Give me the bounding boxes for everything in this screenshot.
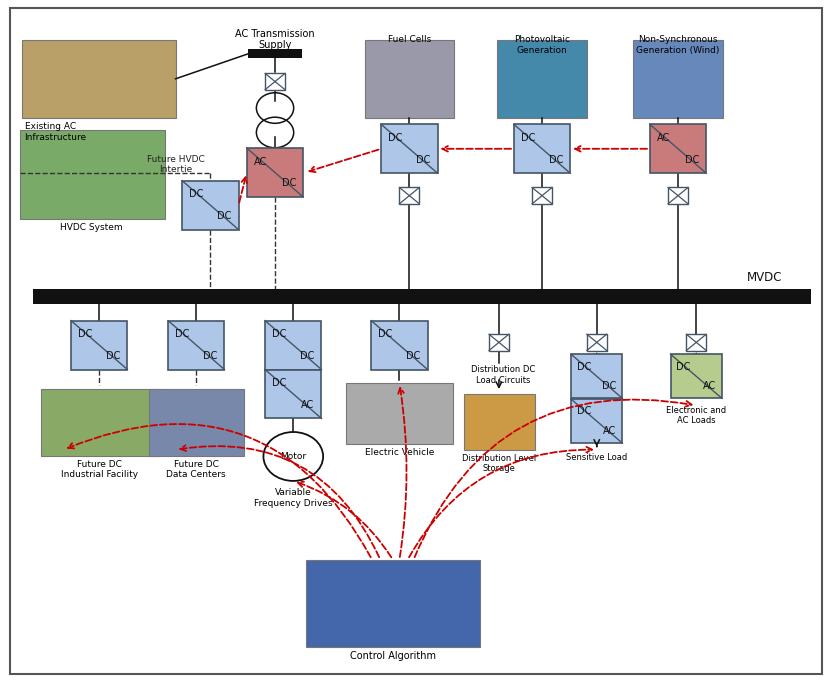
Text: DC: DC — [300, 351, 314, 361]
Text: Variable
Frequency Drives: Variable Frequency Drives — [254, 488, 333, 508]
Text: Motor: Motor — [280, 452, 306, 461]
Text: Non-Synchronous
Generation (Wind): Non-Synchronous Generation (Wind) — [636, 35, 720, 55]
Text: MVDC: MVDC — [747, 271, 783, 284]
Text: HVDC System: HVDC System — [60, 224, 122, 233]
Text: DC: DC — [272, 329, 286, 340]
FancyBboxPatch shape — [265, 321, 321, 370]
FancyBboxPatch shape — [671, 354, 722, 398]
FancyBboxPatch shape — [633, 40, 723, 118]
Text: Future HVDC
Intertie: Future HVDC Intertie — [146, 155, 205, 174]
FancyBboxPatch shape — [571, 354, 622, 398]
FancyBboxPatch shape — [381, 124, 438, 173]
FancyBboxPatch shape — [587, 334, 607, 351]
Text: DC: DC — [175, 329, 190, 340]
FancyBboxPatch shape — [265, 74, 285, 90]
FancyBboxPatch shape — [489, 334, 509, 351]
Text: DC: DC — [217, 211, 231, 221]
Text: Future DC
Data Centers: Future DC Data Centers — [166, 460, 226, 479]
FancyBboxPatch shape — [498, 40, 587, 118]
FancyBboxPatch shape — [182, 181, 239, 230]
Text: DC: DC — [189, 190, 204, 199]
FancyBboxPatch shape — [265, 370, 321, 419]
FancyBboxPatch shape — [345, 383, 453, 444]
Text: DC: DC — [203, 351, 217, 361]
Text: Distribution DC
Load Circuits: Distribution DC Load Circuits — [471, 366, 535, 385]
FancyBboxPatch shape — [686, 334, 706, 351]
Text: AC: AC — [702, 381, 716, 391]
Text: Photovoltaic
Generation: Photovoltaic Generation — [514, 35, 570, 55]
Text: Existing AC
Infrastructure: Existing AC Infrastructure — [25, 122, 87, 142]
FancyBboxPatch shape — [33, 289, 810, 304]
FancyBboxPatch shape — [249, 49, 301, 59]
Text: AC: AC — [603, 426, 617, 436]
FancyBboxPatch shape — [22, 40, 176, 118]
FancyBboxPatch shape — [532, 188, 552, 204]
Text: DC: DC — [577, 406, 591, 417]
Text: DC: DC — [577, 361, 591, 372]
Text: Sensitive Load: Sensitive Load — [566, 453, 627, 462]
FancyBboxPatch shape — [305, 560, 480, 647]
Text: Electric Vehicle: Electric Vehicle — [364, 448, 434, 458]
Text: DC: DC — [282, 178, 296, 188]
Text: DC: DC — [521, 133, 535, 143]
FancyBboxPatch shape — [71, 321, 127, 370]
Text: Control Algorithm: Control Algorithm — [349, 651, 436, 661]
Text: AC Transmission
Supply: AC Transmission Supply — [235, 29, 314, 50]
FancyBboxPatch shape — [514, 124, 570, 173]
Text: AC: AC — [300, 400, 314, 410]
FancyBboxPatch shape — [20, 130, 165, 219]
FancyBboxPatch shape — [571, 399, 622, 443]
Text: AC: AC — [255, 157, 268, 167]
Text: DC: DC — [106, 351, 121, 361]
FancyBboxPatch shape — [371, 321, 428, 370]
FancyBboxPatch shape — [149, 389, 245, 456]
Text: Distribution Level
Storage: Distribution Level Storage — [462, 454, 536, 473]
Text: DC: DC — [685, 155, 700, 164]
Text: AC: AC — [657, 133, 671, 143]
Text: DC: DC — [549, 155, 563, 164]
FancyBboxPatch shape — [668, 188, 688, 204]
Text: DC: DC — [388, 133, 403, 143]
Text: DC: DC — [272, 379, 286, 388]
Text: DC: DC — [602, 381, 617, 391]
Text: DC: DC — [378, 329, 393, 340]
Circle shape — [264, 432, 323, 481]
FancyBboxPatch shape — [650, 124, 706, 173]
Text: DC: DC — [406, 351, 421, 361]
FancyBboxPatch shape — [42, 389, 161, 456]
FancyBboxPatch shape — [168, 321, 225, 370]
Text: Fuel Cells: Fuel Cells — [388, 35, 431, 44]
Text: Future DC
Industrial Facility: Future DC Industrial Facility — [61, 460, 138, 479]
Text: Electronic and
AC Loads: Electronic and AC Loads — [666, 406, 726, 425]
FancyBboxPatch shape — [399, 188, 419, 204]
FancyBboxPatch shape — [247, 148, 303, 197]
Text: DC: DC — [78, 329, 92, 340]
FancyBboxPatch shape — [364, 40, 454, 118]
Text: DC: DC — [676, 361, 691, 372]
FancyBboxPatch shape — [464, 394, 535, 449]
Text: DC: DC — [416, 155, 431, 164]
